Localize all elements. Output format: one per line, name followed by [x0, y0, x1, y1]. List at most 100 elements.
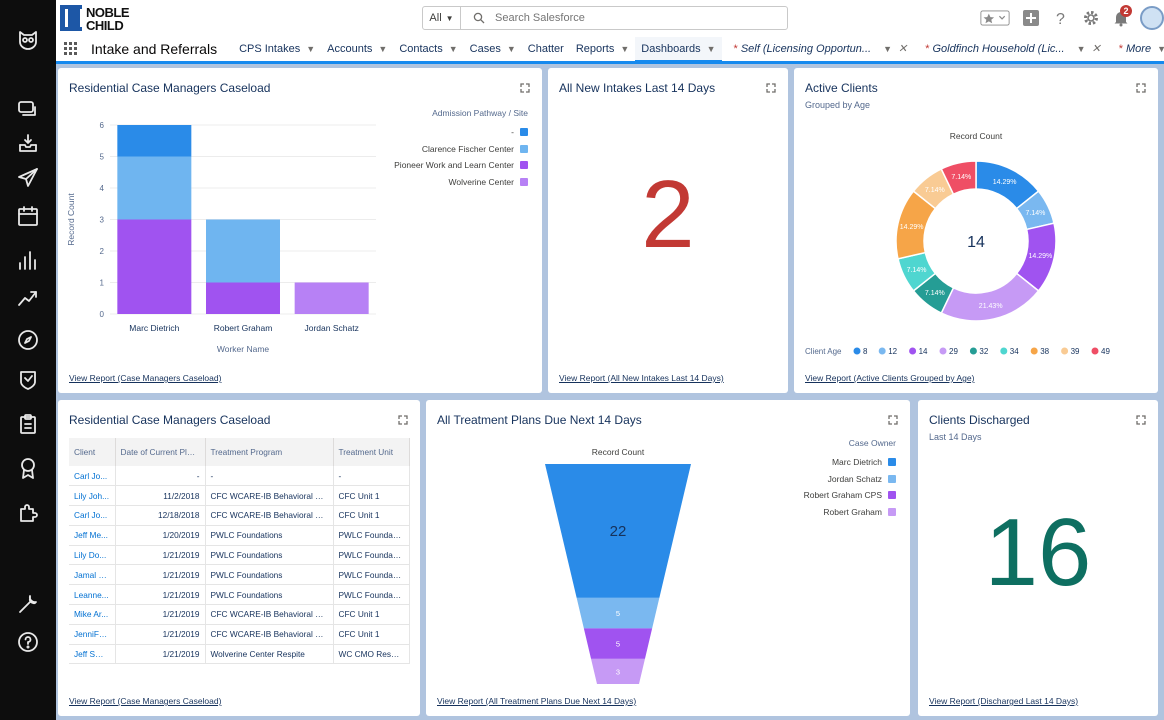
view-report-link[interactable]: View Report (All New Intakes Last 14 Day…	[559, 373, 724, 383]
table-cell: PWLC Foundatio...	[333, 564, 410, 586]
setup-gear-icon[interactable]	[1080, 7, 1102, 29]
view-report-link[interactable]: View Report (All Treatment Plans Due Nex…	[437, 696, 637, 706]
nav-tab-contacts[interactable]: Contacts ▼	[393, 36, 463, 62]
global-add-icon[interactable]	[1020, 7, 1042, 29]
client-link[interactable]: Mike Ar...	[69, 604, 116, 625]
card-title: Residential Case Managers Caseload	[69, 81, 271, 95]
help-icon[interactable]	[14, 628, 42, 656]
global-search: All ▼	[422, 6, 788, 30]
expand-icon[interactable]	[1136, 412, 1146, 425]
legend-item[interactable]: Marc Dietrich	[696, 454, 896, 471]
legend-label: Jordan Schatz	[827, 473, 882, 484]
legend-item[interactable]: Wolverine Center	[328, 174, 528, 191]
notifications-bell-icon[interactable]: 2	[1110, 5, 1132, 29]
client-link[interactable]: Jeff Me...	[69, 525, 116, 546]
wrench-icon[interactable]	[14, 590, 42, 618]
view-report-link[interactable]: View Report (Case Managers Caseload)	[69, 696, 222, 706]
table-body: Carl Jo... - - - Lily Joh... 11/2/2018 CFC WCA…	[69, 466, 410, 665]
legend-item[interactable]: Robert Graham	[696, 504, 896, 521]
client-link[interactable]: Lily Joh...	[69, 485, 116, 507]
table-cell: -	[205, 466, 334, 487]
close-tab-icon[interactable]: ✕	[1091, 43, 1101, 55]
column-header[interactable]: Treatment Program	[205, 438, 334, 466]
legend-swatch	[520, 161, 528, 170]
legend-item[interactable]: Pioneer Work and Learn Center	[328, 157, 528, 174]
view-report-link[interactable]: View Report (Discharged Last 14 Days)	[929, 696, 1079, 706]
nav-tab-accounts[interactable]: Accounts ▼	[321, 36, 393, 62]
treatment-plans-funnel-chart: Record Count 22 5 5 3	[545, 447, 691, 684]
chevron-down-icon[interactable]: ▼	[706, 43, 716, 54]
more-tabs-menu[interactable]: *More ▼	[1113, 36, 1164, 62]
legend-item[interactable]: Robert Graham CPS	[696, 487, 896, 504]
chevron-down-icon[interactable]: ▼	[1076, 43, 1086, 54]
chevron-down-icon[interactable]: ▼	[506, 43, 516, 54]
legend-label: Pioneer Work and Learn Center	[394, 160, 514, 171]
expand-icon[interactable]	[1136, 80, 1146, 93]
client-link[interactable]: Carl Jo...	[69, 505, 116, 526]
app-launcher-icon[interactable]	[64, 41, 77, 56]
legend-item[interactable]: Clarence Fischer Center	[328, 141, 528, 158]
table-row: Jeff Smi... 1/21/2019 Wolverine Center Res…	[69, 644, 410, 665]
chevron-down-icon[interactable]: ▼	[620, 43, 630, 54]
client-link[interactable]: Carl Jo...	[69, 466, 116, 487]
legend-item[interactable]: -	[328, 124, 528, 141]
nav-tab-label: Reports	[575, 42, 615, 55]
nav-tab-cases[interactable]: Cases ▼	[464, 36, 522, 62]
table-cell: CFC WCARE-IB Behavioral St...	[205, 485, 334, 507]
column-header[interactable]: Treatment Unit	[333, 438, 410, 466]
chevron-down-icon[interactable]: ▼	[306, 43, 316, 54]
expand-icon[interactable]	[888, 412, 898, 425]
view-report-link[interactable]: View Report (Active Clients Grouped by A…	[805, 373, 975, 383]
nav-tab-dashboards[interactable]: Dashboards ▼	[635, 37, 722, 63]
puzzle-shield-icon[interactable]	[14, 366, 42, 394]
search-input[interactable]	[493, 11, 773, 25]
legend-swatch	[1091, 347, 1099, 355]
help-question-icon[interactable]: ?	[1050, 7, 1072, 29]
chevron-down-icon[interactable]: ▼	[448, 43, 458, 54]
client-link[interactable]: Leanne...	[69, 584, 116, 606]
compass-icon[interactable]	[14, 326, 42, 354]
user-avatar[interactable]	[1140, 6, 1164, 30]
table-cell: CFC Unit 1	[333, 505, 410, 526]
chat-icon[interactable]	[14, 96, 42, 124]
client-link[interactable]: Jamal R...	[69, 564, 116, 586]
view-report-link[interactable]: View Report (Case Managers Caseload)	[69, 373, 222, 383]
client-link[interactable]: Lily Do...	[69, 545, 116, 566]
bar-chart-icon[interactable]	[14, 246, 42, 274]
expand-icon[interactable]	[398, 412, 408, 425]
inbox-icon[interactable]	[14, 130, 42, 158]
expand-icon[interactable]	[766, 80, 776, 93]
legend-label: 32	[979, 347, 988, 356]
column-header[interactable]: Client	[69, 438, 116, 466]
owl-logo-icon[interactable]	[14, 26, 42, 54]
calendar-icon[interactable]	[14, 202, 42, 230]
caseload-table: Client Date of Current Plac... Treatment P…	[69, 438, 410, 665]
column-header[interactable]: Date of Current Plac...	[115, 438, 206, 466]
clipboard-icon[interactable]	[14, 410, 42, 438]
table-cell: 1/21/2019	[115, 564, 206, 586]
table-header-row: Client Date of Current Plac... Treatment P…	[69, 438, 410, 466]
award-icon[interactable]	[14, 454, 42, 482]
nav-tab-reports[interactable]: Reports ▼	[570, 36, 635, 62]
workspace-tab[interactable]: * Goldfinch Household (Lic... ▼ ✕	[919, 36, 1107, 62]
puzzle-icon[interactable]	[14, 498, 42, 526]
client-link[interactable]: Jeff Smi...	[69, 644, 116, 665]
legend-swatch	[969, 347, 977, 355]
favorites-icon[interactable]	[978, 7, 1012, 29]
client-link[interactable]: JenniFe...	[69, 624, 116, 645]
chevron-down-icon[interactable]: ▼	[378, 43, 388, 54]
send-icon[interactable]	[14, 164, 42, 192]
global-header: NOBLE CHILD All ▼ ? 2	[56, 0, 1164, 36]
card-title: Clients Discharged	[929, 413, 1030, 427]
noble-child-logo[interactable]: NOBLE CHILD	[60, 3, 130, 33]
trend-icon[interactable]	[14, 284, 42, 312]
nav-tab-cps-intakes[interactable]: CPS Intakes ▼	[233, 36, 321, 62]
expand-icon[interactable]	[520, 80, 530, 93]
legend-item[interactable]: Jordan Schatz	[696, 471, 896, 488]
nav-tab-chatter[interactable]: Chatter	[522, 36, 570, 62]
chevron-down-icon[interactable]: ▼	[883, 43, 892, 54]
workspace-tab[interactable]: * Self (Licensing Opportun... ▼ ✕	[728, 36, 914, 62]
table-row: Jeff Me... 1/20/2019 PWLC Foundations PWLC …	[69, 525, 410, 546]
search-scope-select[interactable]: All ▼	[423, 7, 461, 29]
close-tab-icon[interactable]: ✕	[898, 43, 908, 55]
